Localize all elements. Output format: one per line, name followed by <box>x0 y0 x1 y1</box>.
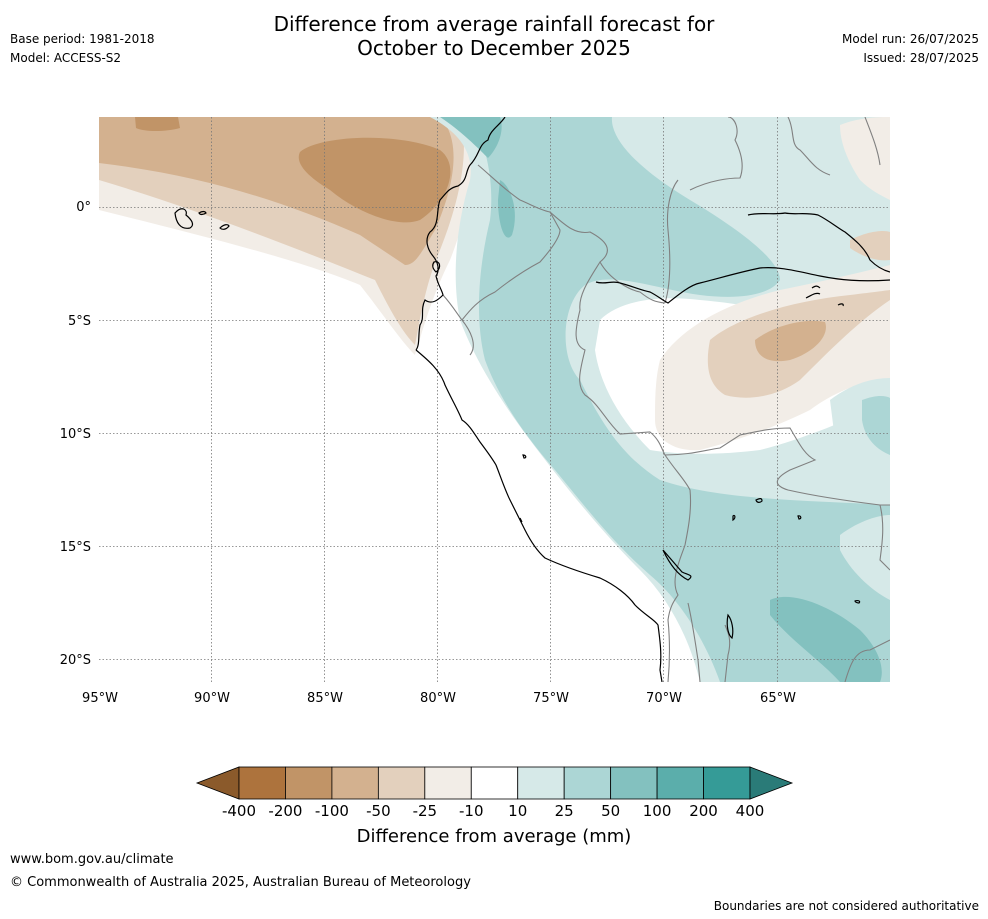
lat-label: 20°S <box>60 653 91 668</box>
lat-label: 10°S <box>60 427 91 442</box>
colorbar-cell <box>377 766 426 800</box>
colorbar-cell <box>470 766 519 800</box>
colorbar-cell <box>424 766 472 800</box>
colorbar-cell <box>331 766 379 800</box>
model-run-text: Model run: 26/07/2025 <box>841 32 979 46</box>
colorbar-cell <box>238 766 286 800</box>
colorbar-tick-label: 50 <box>601 802 620 820</box>
map-gridlines <box>99 117 890 682</box>
wet-region-venezuela <box>752 155 839 190</box>
base-period-text: Base period: 1981-2018 <box>10 32 155 46</box>
map-title-line1: Difference from average rainfall forecas… <box>273 12 715 36</box>
country-borders <box>442 117 890 682</box>
colorbar: -400 -200 -100 -50 -25 -10 10 25 50 100 200 400 <box>195 766 794 820</box>
colorbar-tick-label: 10 <box>508 802 527 820</box>
colorbar-low-arrow <box>195 766 240 800</box>
colorbar-tick-label: 400 <box>736 802 765 820</box>
issued-text: Issued: 28/07/2025 <box>863 51 979 65</box>
colorbar-cells <box>238 766 751 800</box>
lon-label: 75°W <box>533 691 569 706</box>
lon-label: 65°W <box>760 691 796 706</box>
wet-region-strong-north <box>440 117 502 158</box>
colorbar-cell <box>610 766 658 800</box>
dry-region-brazil-strong <box>755 320 826 362</box>
latitude-axis-labels: 0° 5°S 10°S 15°S 20°S <box>60 200 91 668</box>
wet-region-east-b <box>862 395 890 455</box>
lon-label: 80°W <box>420 691 456 706</box>
lon-label: 85°W <box>307 691 343 706</box>
colorbar-high-arrow <box>749 766 794 800</box>
copyright-text: © Commonwealth of Australia 2025, Austra… <box>10 875 471 890</box>
dry-region-guiana <box>840 117 890 200</box>
colorbar-cell <box>703 766 751 800</box>
dry-region-pacific-core <box>298 137 451 223</box>
colorbar-tick-label: -50 <box>366 802 391 820</box>
lon-label: 90°W <box>194 691 230 706</box>
colorbar-tick-labels: -400 -200 -100 -50 -25 -10 10 25 50 100 200 400 <box>222 802 764 820</box>
colorbar-label: Difference from average (mm) <box>356 826 632 847</box>
wet-region-mid <box>470 117 890 682</box>
colorbar-tick-label: 100 <box>643 802 672 820</box>
boundaries-note: Boundaries are not considered authoritat… <box>713 899 979 913</box>
longitude-axis-labels: 95°W 90°W 85°W 80°W 75°W 70°W 65°W <box>82 691 796 706</box>
map-title: Difference from average rainfall forecas… <box>0 12 988 60</box>
lon-label: 70°W <box>646 691 682 706</box>
rainfall-fill-layer <box>99 117 890 682</box>
lat-label: 5°S <box>68 314 91 329</box>
colorbar-cell <box>563 766 612 800</box>
model-text: Model: ACCESS-S2 <box>10 51 122 65</box>
colorbar-tick-label: 25 <box>555 802 574 820</box>
bom-url-text: www.bom.gov.au/climate <box>10 852 174 867</box>
coastlines <box>174 117 890 682</box>
wet-region-strong-central <box>498 180 515 238</box>
colorbar-cell <box>517 766 565 800</box>
colorbar-tick-label: -400 <box>222 802 256 820</box>
lon-label: 95°W <box>82 691 118 706</box>
wet-region-east-c <box>840 515 890 600</box>
map-title-line2: October to December 2025 <box>357 36 631 60</box>
colorbar-cell <box>285 766 333 800</box>
lat-label: 15°S <box>60 540 91 555</box>
lat-label: 0° <box>76 200 91 215</box>
colorbar-tick-label: 200 <box>689 802 718 820</box>
wet-region-strong-south <box>770 596 882 682</box>
colorbar-tick-label: -10 <box>459 802 484 820</box>
colorbar-tick-label: -25 <box>413 802 438 820</box>
dry-region-pacific-patch <box>135 117 180 131</box>
colorbar-cell <box>656 766 704 800</box>
colorbar-tick-label: -200 <box>268 802 302 820</box>
dry-region-brazil-north <box>850 230 890 261</box>
colorbar-tick-label: -100 <box>315 802 349 820</box>
